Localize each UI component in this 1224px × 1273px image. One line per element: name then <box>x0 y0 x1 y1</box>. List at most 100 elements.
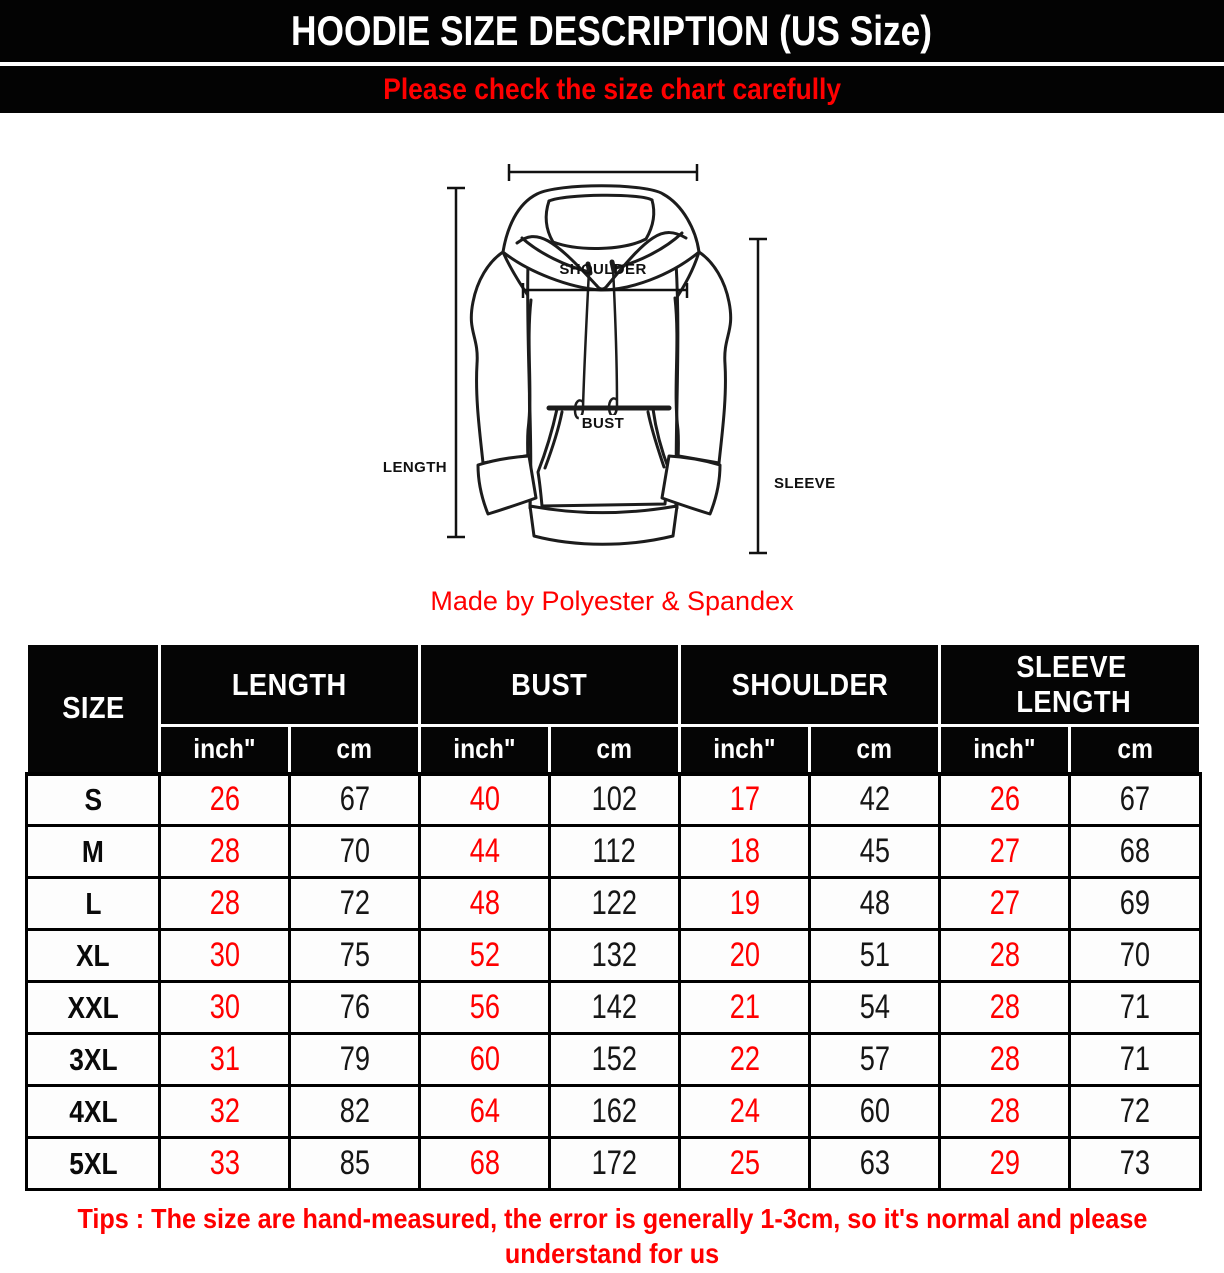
value-cell: 26 <box>158 771 291 827</box>
size-cell: M <box>25 824 161 879</box>
header-shoulder: SHOULDER <box>678 642 942 727</box>
value-cell: 27 <box>938 876 1072 931</box>
value-cell: 162 <box>547 1084 682 1139</box>
hoodie-right-sleeve <box>671 250 733 465</box>
header-length: LENGTH <box>158 642 421 727</box>
hood-right-crease <box>614 231 684 270</box>
tips-line-1: Tips : The size are hand-measured, the e… <box>77 1203 1147 1234</box>
hoodie-drawing <box>447 164 767 555</box>
value-cell: 18 <box>678 824 812 879</box>
hoodie-hem-band <box>528 504 679 546</box>
value-cell: 31 <box>158 1032 291 1087</box>
length-label: LENGTH <box>382 459 447 476</box>
value-cell: 27 <box>938 824 1072 879</box>
measurement-header-row: SIZE LENGTH BUST SHOULDER SLEEVE LENGTH <box>25 642 1203 775</box>
value-cell: 68 <box>418 1136 551 1191</box>
value-cell: 142 <box>547 980 682 1035</box>
value-cell: 29 <box>938 1136 1072 1191</box>
value-cell: 102 <box>547 771 682 827</box>
value-cell: 48 <box>808 876 942 931</box>
header-sleeve-length: SLEEVE LENGTH <box>938 642 1203 727</box>
value-cell: 72 <box>1068 1084 1203 1139</box>
size-cell: L <box>25 876 161 931</box>
value-cell: 152 <box>547 1032 682 1087</box>
value-cell: 72 <box>288 876 421 931</box>
shoulder-measure-line <box>507 164 699 181</box>
pocket-left-opening <box>543 410 564 470</box>
table-row: S 26 67 40 102 17 42 26 67 <box>25 771 1203 827</box>
value-cell: 19 <box>678 876 812 931</box>
length-measure-line <box>447 186 465 539</box>
right-string-knot <box>609 259 617 274</box>
subtitle-bar: Please check the size chart carefully <box>0 66 1224 113</box>
table-row: XL 30 75 52 132 20 51 28 70 <box>25 928 1203 983</box>
table-row: 5XL 33 85 68 172 25 63 29 73 <box>25 1136 1203 1191</box>
value-cell: 112 <box>547 824 682 879</box>
value-cell: 54 <box>808 980 942 1035</box>
value-cell: 28 <box>938 1032 1072 1087</box>
size-cell: XL <box>25 928 161 983</box>
header-bust: BUST <box>417 642 682 727</box>
left-string-knot <box>585 261 593 276</box>
value-cell: 71 <box>1068 1032 1203 1087</box>
value-cell: 20 <box>678 928 812 983</box>
value-cell: 60 <box>418 1032 551 1087</box>
value-cell: 56 <box>418 980 551 1035</box>
unit-inch: inch" <box>418 724 551 775</box>
value-cell: 42 <box>808 771 942 827</box>
table-row: M 28 70 44 112 18 45 27 68 <box>25 824 1203 879</box>
unit-inch: inch" <box>678 724 812 775</box>
hoodie-measurement-diagram: SHOULDER BUST LENGTH SLEEVE <box>0 113 1224 580</box>
value-cell: 67 <box>288 771 421 827</box>
value-cell: 60 <box>808 1084 942 1139</box>
value-cell: 28 <box>938 928 1072 983</box>
unit-inch: inch" <box>158 724 291 775</box>
value-cell: 79 <box>288 1032 421 1087</box>
right-drawstring <box>607 266 619 417</box>
value-cell: 21 <box>678 980 812 1035</box>
value-cell: 122 <box>547 876 682 931</box>
value-cell: 32 <box>158 1084 291 1139</box>
shoulder-label: SHOULDER <box>559 261 647 278</box>
unit-cm: cm <box>1068 724 1203 775</box>
value-cell: 70 <box>288 824 421 879</box>
value-cell: 82 <box>288 1084 421 1139</box>
unit-cm: cm <box>288 724 421 775</box>
title-bar: HOODIE SIZE DESCRIPTION (US Size) <box>0 0 1224 62</box>
value-cell: 73 <box>1068 1136 1203 1191</box>
hood-inner-right <box>644 198 656 241</box>
units-header-row: inch" cm inch" cm inch" cm inch" cm <box>27 724 1203 775</box>
value-cell: 26 <box>938 771 1072 827</box>
table-row: 4XL 32 82 64 162 24 60 28 72 <box>25 1084 1203 1139</box>
value-cell: 57 <box>808 1032 942 1087</box>
table-row: XXL 30 76 56 142 21 54 28 71 <box>25 980 1203 1035</box>
unit-inch: inch" <box>938 724 1072 775</box>
title-separator <box>0 62 1224 66</box>
hood-inner-bottom <box>551 237 648 250</box>
value-cell: 75 <box>288 928 421 983</box>
tips-line-2: understand for us <box>504 1238 720 1269</box>
unit-cm: cm <box>547 724 682 775</box>
size-cell: S <box>25 771 161 827</box>
value-cell: 132 <box>547 928 682 983</box>
hoodie-hood <box>501 184 701 292</box>
hoodie-pocket <box>536 407 671 508</box>
table-row: 3XL 31 79 60 152 22 57 28 71 <box>25 1032 1203 1087</box>
value-cell: 52 <box>418 928 551 983</box>
size-cell: XXL <box>25 980 161 1035</box>
size-cell: 5XL <box>25 1136 161 1191</box>
value-cell: 28 <box>158 824 291 879</box>
value-cell: 25 <box>678 1136 812 1191</box>
material-note: Made by Polyester & Spandex <box>430 586 794 616</box>
value-cell: 85 <box>288 1136 421 1191</box>
hood-inner-top <box>547 193 654 203</box>
value-cell: 28 <box>938 980 1072 1035</box>
value-cell: 172 <box>547 1136 682 1191</box>
value-cell: 28 <box>938 1084 1072 1139</box>
value-cell: 17 <box>678 771 812 827</box>
value-cell: 70 <box>1068 928 1203 983</box>
value-cell: 24 <box>678 1084 812 1139</box>
size-cell: 4XL <box>25 1084 161 1139</box>
size-cell: 3XL <box>25 1032 161 1087</box>
